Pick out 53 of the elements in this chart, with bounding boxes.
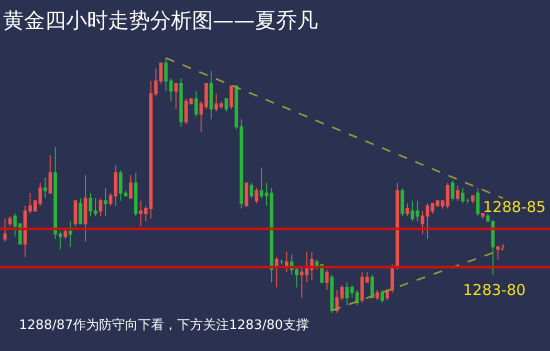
candlestick [340, 284, 344, 301]
candlestick [476, 188, 480, 217]
candlestick [280, 258, 284, 266]
candlestick [244, 182, 248, 206]
candlestick [44, 177, 47, 199]
candlestick [134, 172, 138, 217]
candlestick [3, 218, 7, 242]
candlestick [48, 154, 52, 194]
candlestick [210, 70, 213, 120]
candlestick [325, 269, 329, 291]
candlestick [84, 174, 88, 242]
candlestick [224, 98, 228, 112]
candlestick [94, 198, 98, 217]
candlestick [461, 188, 464, 204]
candlestick [400, 188, 404, 217]
candlestick [450, 180, 454, 202]
candlestick [456, 185, 460, 202]
candlestick [390, 264, 394, 294]
candlestick [370, 274, 374, 298]
candlestick [420, 210, 424, 234]
candlestick [104, 188, 108, 217]
candlestick [68, 220, 72, 248]
candlestick [230, 86, 234, 110]
candlestick [375, 290, 379, 301]
candlestick [129, 174, 132, 199]
candlestick [396, 182, 400, 270]
chart-title: 黄金四小时走势分析图——夏乔凡 [2, 8, 318, 32]
candlestick [496, 246, 500, 260]
candlestick [254, 188, 258, 204]
candlestick [194, 90, 198, 118]
candlestick [169, 78, 173, 102]
candlestick [98, 198, 102, 217]
candlestick [179, 78, 183, 128]
candlestick [74, 200, 78, 227]
candlestick [284, 251, 288, 273]
candlestick [64, 228, 68, 240]
candlestick [174, 83, 178, 110]
annotation: 1283-80 [463, 281, 526, 299]
candlestick [466, 198, 470, 204]
candlestick [501, 244, 505, 250]
candlestick [406, 202, 410, 217]
text: 1288/87作为防守向下看，下方关注1283/80支撑 [19, 317, 310, 333]
annotation: 1288-85 [483, 198, 546, 216]
candlestick [78, 198, 82, 224]
candlestick [471, 195, 475, 204]
candlestick [380, 290, 384, 304]
candlestick [330, 274, 334, 314]
candlestick [274, 256, 278, 288]
candlestick [164, 58, 168, 92]
candlestick [8, 216, 12, 227]
candlestick [481, 213, 485, 220]
candlestick [88, 192, 92, 217]
candlestick [250, 182, 254, 199]
